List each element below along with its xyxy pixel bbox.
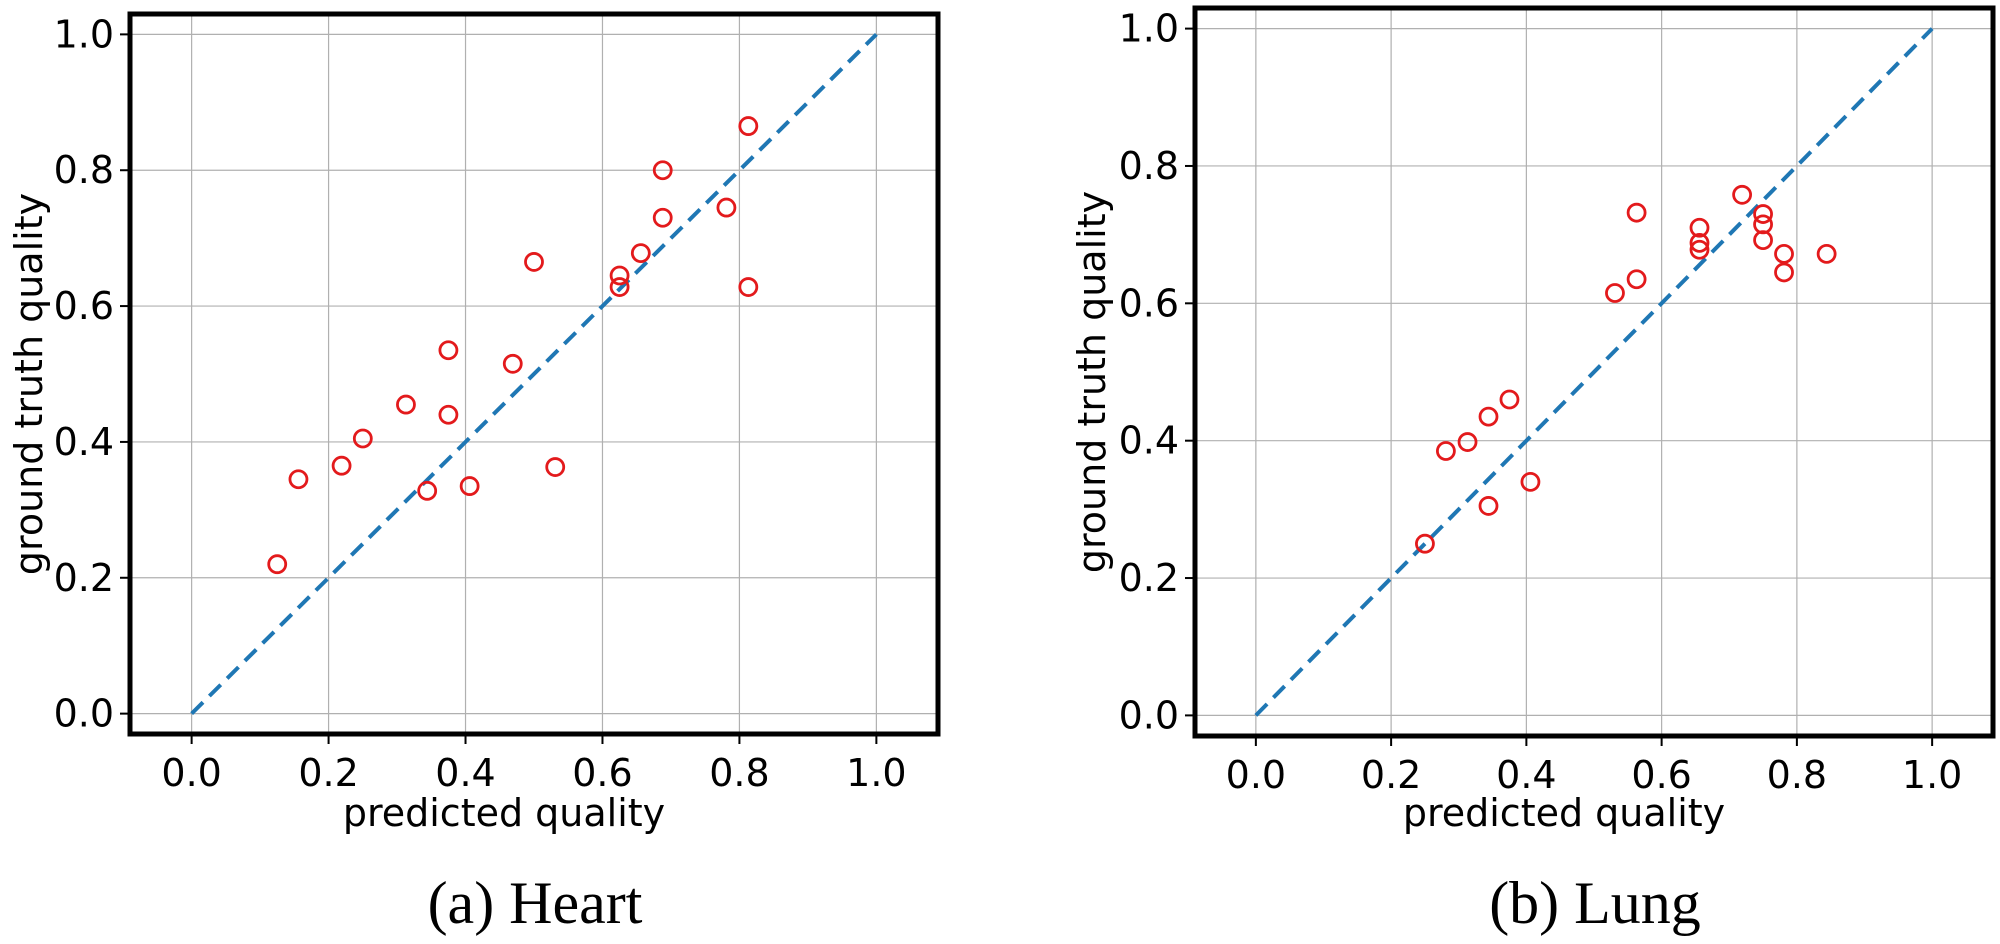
chart-0-data-point [352,428,373,449]
chart-0-x-tick-label: 0.2 [298,751,358,795]
chart-1-plot-frame [1192,5,1996,739]
chart-1-x-tick-label: 0.0 [1226,753,1286,797]
chart-0-data-point [609,265,630,286]
chart-1-y-axis-label: ground truth quality [1070,191,1114,573]
chart-1-data-point [1816,243,1837,264]
chart-0-data-point [524,252,544,272]
chart-1-y-tick-label: 0.2 [1119,556,1179,600]
chart-0-data-point [716,197,737,218]
chart-0-y-tick-label: 0.0 [54,692,114,736]
chart-0-data-point [396,394,416,415]
chart-0-data-point [459,476,480,496]
chart-1-data-point [1689,239,1710,260]
chart-0-data-point [545,457,566,477]
chart-0-plot-frame [127,11,941,737]
chart-0-data-point [630,243,651,263]
chart-1-data-point [1753,204,1773,224]
chart-0-data-point [438,340,459,361]
chart-0-reference-line [190,32,878,716]
chart-0-data-point [438,404,459,425]
chart-0-data-point [417,480,438,501]
chart-1-caption: (b) Lung [1489,870,1701,936]
chart-1-x-tick-label: 0.8 [1767,753,1827,797]
chart-1-y-tick-label: 0.8 [1119,144,1179,188]
chart-1-x-tick-label: 1.0 [1902,753,1962,797]
chart-0-x-tick-label: 0.8 [709,751,769,795]
chart-1-data-point [1774,243,1794,264]
chart-1-y-tick-label: 1.0 [1119,7,1179,51]
chart-1-y-tick-label: 0.0 [1119,693,1179,737]
chart-1-data-point [1626,269,1647,290]
chart-1-data-point [1435,441,1456,461]
chart-1-data-point [1626,202,1647,223]
chart-0-y-tick-label: 0.4 [54,420,114,464]
chart-1-data-point [1415,533,1435,554]
chart-0-y-tick-label: 0.2 [54,556,114,600]
chart-0-y-tick-label: 1.0 [54,12,114,56]
chart-0-data-point [331,455,352,476]
chart-0-data-point [502,353,523,374]
chart-1-data-point [1478,406,1499,427]
chart-1-data-point [1732,184,1753,205]
chart-0-data-point [738,116,759,136]
chart-1-data-point [1753,230,1773,251]
chart-0-x-axis-label: predicted quality [343,791,665,835]
chart-1-y-tick-label: 0.4 [1119,419,1179,463]
chart-1-data-point [1520,471,1541,492]
chart-1-x-tick-label: 0.2 [1361,753,1421,797]
chart-1-x-tick-label: 0.6 [1631,753,1691,797]
chart-1-data-point [1605,283,1625,303]
chart-0-data-point [652,207,673,228]
chart-0-y-axis-label: ground truth quality [7,193,51,575]
chart-0-data-point [267,554,288,575]
chart-1-data-point [1457,432,1478,452]
chart-0-x-tick-label: 0.6 [572,751,632,795]
chart-0-data-point [652,160,673,181]
chart-1-reference-line [1254,27,1934,717]
heart-scatter-panel: 0.0 0.2 0.4 0.6 0.8 1.0 0.0 0.2 0.4 0.6 0.8 1.0 pred… [7,11,941,936]
chart-1-data-point [1689,232,1710,253]
chart-0-x-tick-label: 0.4 [435,751,495,795]
chart-0-x-tick-label: 1.0 [846,751,906,795]
chart-0-y-tick-label: 0.8 [54,148,114,192]
chart-1-data-point [1689,217,1710,238]
chart-1-data-point [1499,389,1520,410]
chart-1-data-point [1774,262,1794,283]
chart-0-data-point [738,277,759,297]
chart-0-x-tick-label: 0.0 [161,751,221,795]
chart-1-data-point [1478,496,1499,516]
chart-0-y-tick-label: 0.6 [54,284,114,328]
chart-1-x-tick-label: 0.4 [1496,753,1556,797]
chart-0-data-point [609,277,630,297]
lung-scatter-panel: 0.0 0.2 0.4 0.6 0.8 1.0 0.0 0.2 0.4 0.6 0.8 1.0 pred… [1070,5,1996,936]
chart-1-y-tick-label: 0.6 [1119,281,1179,325]
chart-1-x-axis-label: predicted quality [1403,791,1725,835]
chart-0-caption: (a) Heart [428,870,643,936]
chart-0-data-point [288,469,309,490]
